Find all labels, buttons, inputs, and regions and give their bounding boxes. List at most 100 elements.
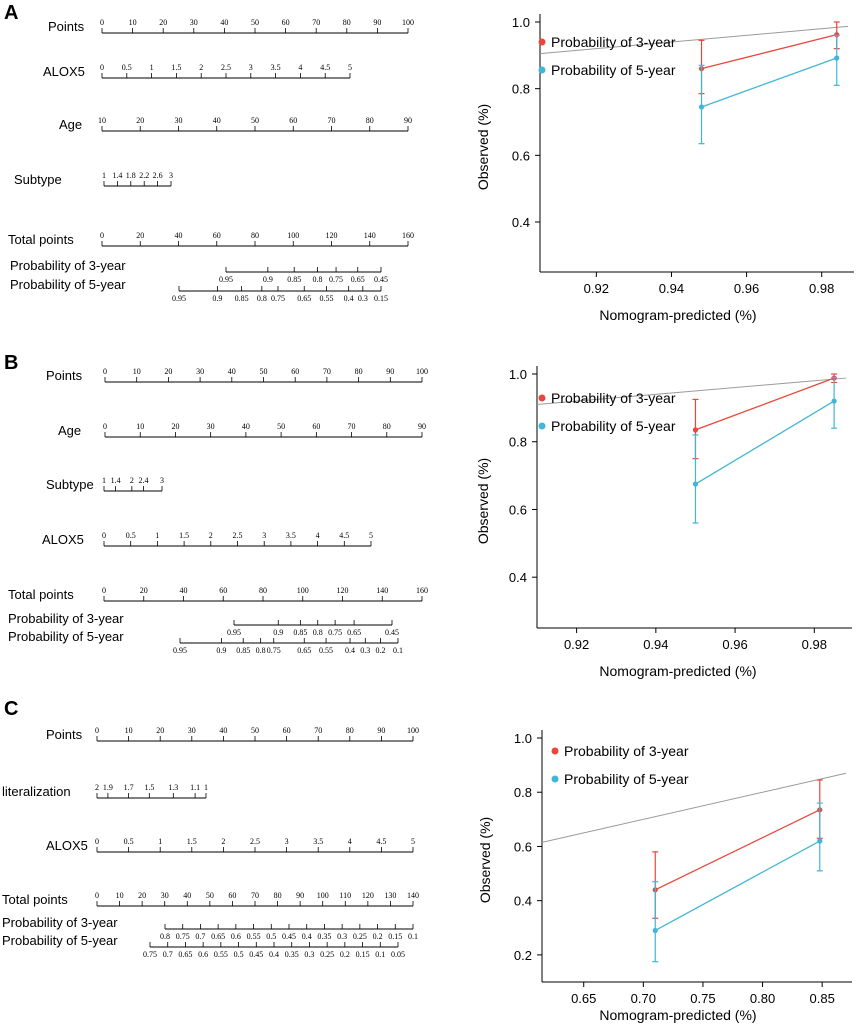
nomogram-tick-label: 0.95 (227, 628, 241, 637)
nomogram-tick-label: 30 (175, 116, 183, 125)
nomogram-tick-label: 90 (377, 726, 385, 735)
x-axis-label: Nomogram-predicted (%) (599, 663, 756, 679)
nomogram-tick-label: 70 (314, 726, 322, 735)
nomogram-tick-label: 2.5 (233, 531, 243, 540)
nomogram-tick-label: 0.8 (257, 294, 267, 303)
nomogram-tick-label: 0.4 (269, 950, 279, 959)
nomogram-tick-label: 90 (418, 422, 426, 431)
nomogram-tick-label: 1 (158, 837, 162, 846)
nomogram-tick-label: 30 (188, 726, 196, 735)
data-point-probability-of-5-year (692, 481, 699, 487)
nomogram-tick-label: 2.5 (250, 837, 260, 846)
nomogram-tick-label: 90 (386, 367, 394, 376)
nomogram-tick-label: 0.5 (126, 531, 136, 540)
x-axis-label: Nomogram-predicted (%) (599, 307, 756, 323)
nomogram-tick-label: 0.9 (263, 275, 273, 284)
nomogram-tick-label: 1.5 (171, 63, 181, 72)
x-tick-label: 0.92 (564, 637, 589, 652)
nomogram-tick-label: 80 (259, 586, 267, 595)
nomogram-tick-label: 3.5 (271, 63, 281, 72)
nomogram-tick-label: 80 (251, 231, 259, 240)
nomogram-tick-label: 0.6 (231, 932, 241, 941)
nomogram-tick-label: 50 (260, 367, 268, 376)
nomogram-tick-label: 20 (156, 726, 164, 735)
nomogram-tick-label: 30 (196, 367, 204, 376)
nomogram-tick-label: 80 (366, 116, 374, 125)
ideal-diagonal-line (539, 25, 849, 55)
nomogram-tick-label: 1.5 (187, 837, 197, 846)
nomogram-tick-label: 40 (242, 422, 250, 431)
nomogram-tick-label: 1.5 (144, 783, 154, 792)
nomogram-tick-label: 0.4 (345, 646, 355, 655)
nomogram-row-label-total-points: Total points (8, 232, 74, 247)
nomogram-tick-label: 50 (206, 891, 214, 900)
nomogram-tick-label: 0 (100, 231, 104, 240)
nomogram-tick-label: 0.1 (408, 932, 418, 941)
nomogram-tick-label: 30 (207, 422, 215, 431)
y-tick-label: 0.8 (512, 82, 530, 97)
nomogram-tick-label: 1.7 (124, 783, 134, 792)
nomogram-tick-label: 140 (364, 231, 376, 240)
nomogram-row-label-subtype: Subtype (46, 477, 94, 492)
nomogram-row-label-points: Points (46, 368, 83, 383)
calibration-chart-c: 0.65 0.70 0.75 0.80 0.85 0.2 0.4 0.6 0.8 1.0 Nomog… (477, 730, 852, 1023)
nomogram-tick-label: 3 (160, 476, 164, 485)
nomogram-tick-label: 80 (346, 726, 354, 735)
nomogram-tick-label: 1.1 (190, 783, 200, 792)
nomogram-tick-label: 0.75 (271, 294, 285, 303)
nomogram-tick-label: 60 (312, 422, 320, 431)
nomogram-tick-label: 2 (95, 783, 99, 792)
nomogram-tick-label: 0.95 (219, 275, 233, 284)
y-tick-label: 0.6 (514, 839, 532, 854)
nomogram-row-label-probability-of-3-year: Probability of 3-year (8, 611, 124, 626)
nomogram-tick-label: 0.65 (178, 950, 192, 959)
nomogram-tick-label: 0.3 (360, 646, 370, 655)
nomogram-tick-label: 40 (180, 586, 188, 595)
series-line-probability-of-3-year (701, 34, 837, 70)
nomogram-tick-label: 2 (209, 531, 213, 540)
legend-marker-probability-of-5-year (551, 775, 559, 783)
nomogram-tick-label: 1.5 (179, 531, 189, 540)
series-line-probability-of-3-year (695, 377, 835, 431)
nomogram-tick-label: 80 (274, 891, 282, 900)
nomogram-tick-label: 5 (411, 837, 415, 846)
x-tick-label: 0.96 (722, 637, 747, 652)
legend-marker-probability-of-3-year (538, 38, 546, 46)
nomogram-tick-label: 20 (136, 231, 144, 240)
nomogram-tick-label: 1 (155, 531, 159, 540)
legend-label-probability-of-5-year: Probability of 5-year (551, 62, 676, 78)
nomogram-tick-label: 60 (289, 116, 297, 125)
nomogram-tick-label: 2.5 (221, 63, 231, 72)
nomogram-tick-label: 0.1 (375, 950, 385, 959)
x-tick-label: 0.70 (631, 991, 656, 1006)
nomogram-tick-label: 1 (204, 783, 208, 792)
panel-letter-a: A (4, 2, 19, 24)
nomogram-tick-label: 0.75 (267, 646, 281, 655)
nomogram-tick-label: 20 (136, 116, 144, 125)
nomogram-tick-label: 2.2 (139, 171, 149, 180)
nomogram-row-label-total-points: Total points (2, 892, 68, 907)
nomogram-tick-label: 120 (337, 586, 349, 595)
nomogram-tick-label: 0.05 (391, 950, 405, 959)
nomogram-tick-label: 10 (136, 422, 144, 431)
series-line-probability-of-5-year (654, 840, 821, 932)
nomogram-tick-label: 4 (298, 63, 302, 72)
nomogram-tick-label: 0.55 (319, 646, 333, 655)
nomogram-tick-label: 0.55 (319, 294, 333, 303)
legend-marker-probability-of-3-year (551, 747, 559, 755)
data-point-probability-of-3-year (834, 32, 840, 38)
nomogram-tick-label: 0.5 (266, 932, 276, 941)
y-tick-label: 1.0 (509, 367, 527, 382)
nomogram-tick-label: 0 (95, 891, 99, 900)
nomogram-tick-label: 20 (138, 891, 146, 900)
nomogram-tick-label: 0.5 (122, 63, 132, 72)
x-tick-label: 0.98 (809, 281, 834, 296)
nomogram-tick-label: 40 (228, 367, 236, 376)
series-line-probability-of-3-year (654, 809, 821, 891)
nomogram-tick-label: 0.9 (216, 646, 226, 655)
nomogram-tick-label: 1 (102, 171, 106, 180)
nomogram-tick-label: 0.15 (388, 932, 402, 941)
nomogram-tick-label: 80 (383, 422, 391, 431)
nomogram-tick-label: 90 (373, 18, 381, 27)
nomogram-tick-label: 5 (348, 63, 352, 72)
